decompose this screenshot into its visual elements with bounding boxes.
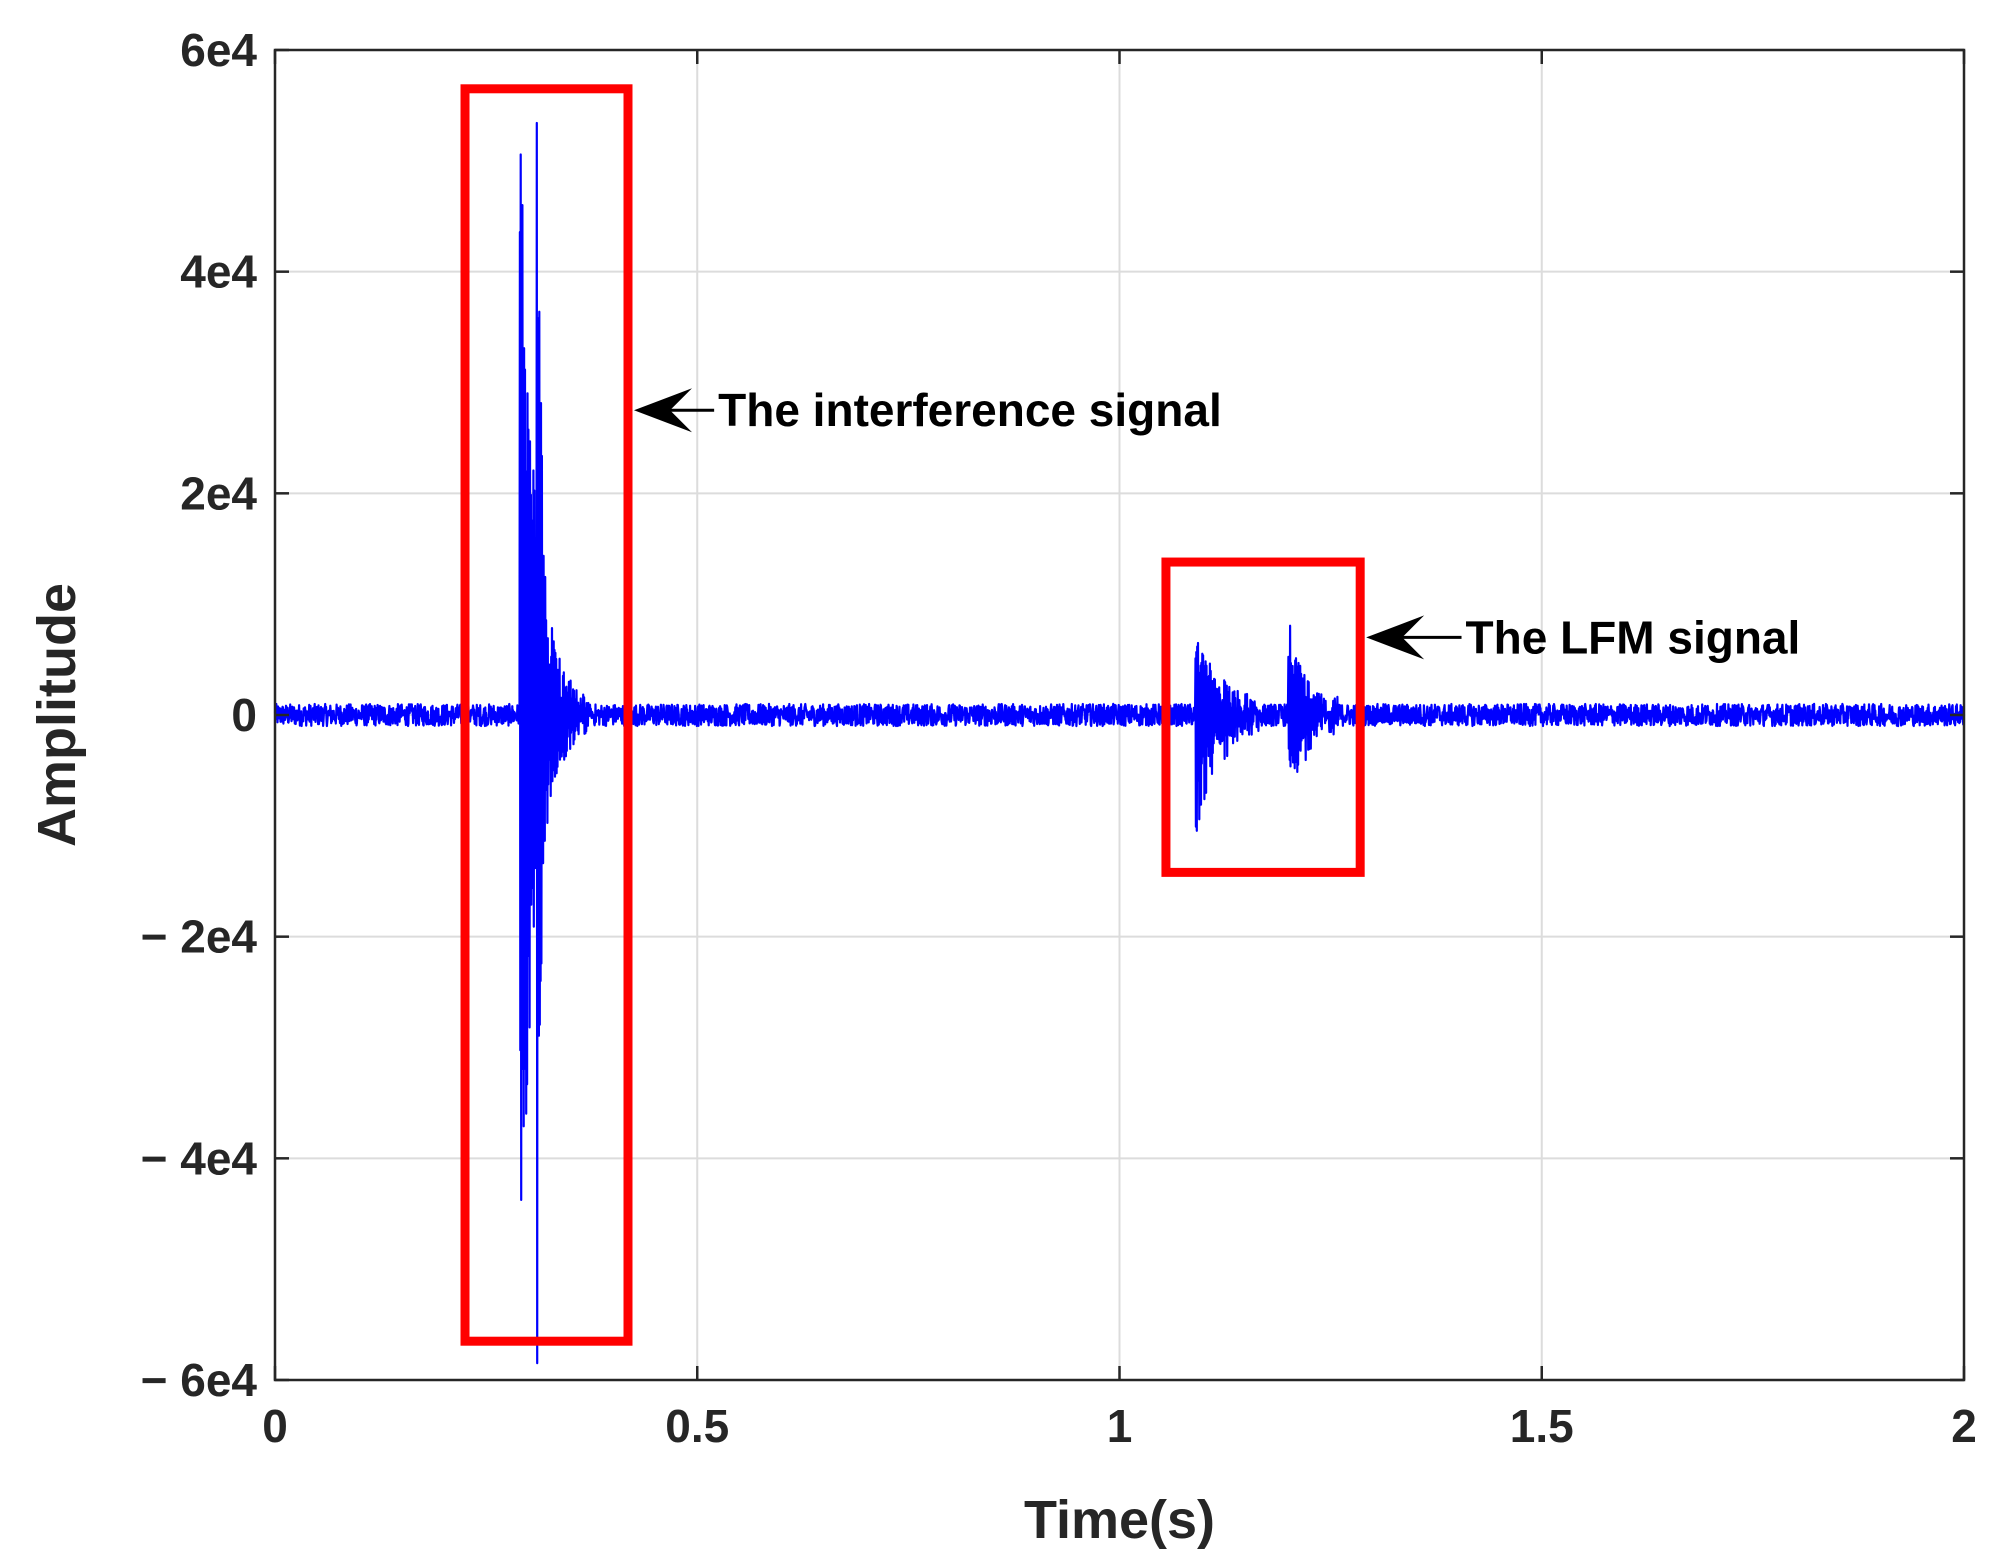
annotation-arrow-head [1366,615,1425,660]
y-tick-label: 6e4 [180,24,257,76]
y-tick-label: − 6e4 [141,1354,258,1406]
y-tick-label: 2e4 [180,467,257,519]
y-tick-label: 4e4 [180,246,257,298]
annotation-text: The LFM signal [1466,611,1801,663]
series-line-amplitude [273,121,1966,1365]
x-tick-label: 2 [1951,1400,1977,1452]
y-axis-label: Amplitude [27,583,87,847]
tick-labels: 0 0.5 1 1.5 2 6e4 4e4 2e4 0 − 2e4 − 4e4 − 6e4 [141,24,1977,1452]
x-tick-label: 1 [1107,1400,1133,1452]
y-tick-label: − 2e4 [141,911,258,963]
y-tick-label: 0 [231,689,257,741]
annotation-arrow-head [634,388,693,433]
highlight-box [1161,557,1365,877]
x-tick-label: 0 [262,1400,288,1452]
plot-area [273,121,1966,1365]
tick-marks [273,48,1966,1382]
annotations: The interference signal The LFM signal [460,84,1801,1346]
highlight-box [460,84,633,1346]
annotation-text: The interference signal [718,384,1222,436]
y-tick-label: − 4e4 [141,1132,258,1184]
x-tick-label: 1.5 [1510,1400,1574,1452]
x-axis-label: Time(s) [1024,1490,1215,1550]
x-tick-label: 0.5 [665,1400,729,1452]
